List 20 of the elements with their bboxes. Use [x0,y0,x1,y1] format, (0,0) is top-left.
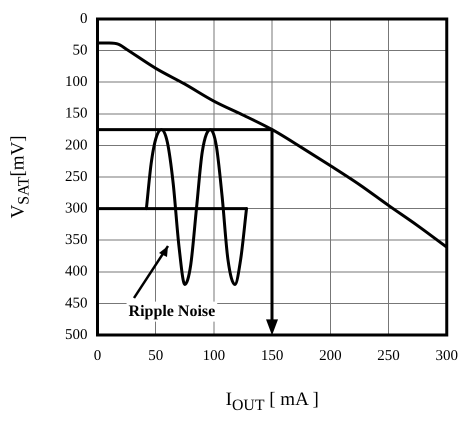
y-tick-label: 300 [65,200,88,217]
y-tick-label: 350 [65,232,88,248]
x-tick-label: 300 [436,348,458,364]
x-tick-label: 0 [94,348,102,364]
y-tick-label: 150 [65,106,88,122]
x-tick-label: 250 [377,348,400,364]
x-tick-label: 100 [202,348,226,364]
x-tick-label: 200 [319,348,342,364]
y-tick-label: 450 [65,295,88,312]
y-tick-label: 500 [65,326,88,343]
x-tick-label: 150 [260,348,284,364]
annotation: Ripple Noise [128,302,216,320]
y-tick-label: 200 [65,137,88,154]
y-tick-label: 50 [72,42,88,59]
y-tick-label: 400 [65,264,88,280]
y-tick-label: 100 [65,74,88,90]
y-tick-label: 250 [65,168,88,185]
y-tick-label: 0 [80,10,88,27]
x-tick-label: 50 [148,348,164,364]
x-axis-title: I$_{OUT}$ [ mA ] [226,389,319,415]
